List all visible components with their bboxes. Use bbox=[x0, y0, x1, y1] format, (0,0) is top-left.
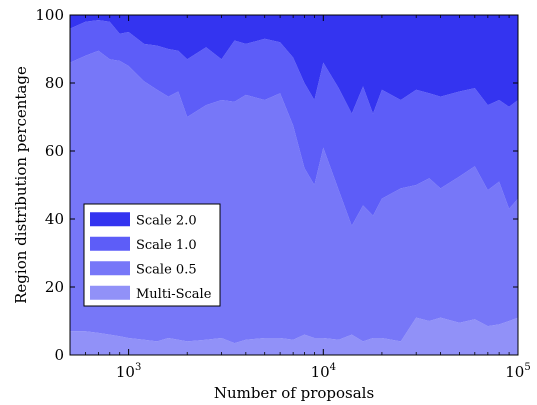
legend-swatch-scale-2-0 bbox=[90, 212, 130, 227]
y-tick-label: 80 bbox=[45, 74, 64, 92]
x-tick-label: 103 bbox=[116, 362, 141, 381]
plot-frame bbox=[69, 14, 519, 356]
area-scale-1-0 bbox=[70, 20, 518, 226]
y-axis-title: Region distribution percentage bbox=[12, 66, 30, 304]
legend-swatch-multi-scale bbox=[90, 285, 130, 300]
y-tick-label: 60 bbox=[45, 142, 64, 160]
y-tick-label: 20 bbox=[45, 278, 64, 296]
area-scale-2-0 bbox=[70, 15, 518, 114]
area-multi-scale bbox=[70, 317, 518, 355]
legend-label-scale-0-5: Scale 0.5 bbox=[136, 262, 197, 277]
x-axis-title: Number of proposals bbox=[214, 384, 374, 402]
axis-ticks: 0 20 40 60 80 100 103 104 105 bbox=[35, 6, 530, 381]
legend-swatch-scale-0-5 bbox=[90, 261, 130, 276]
y-tick-label: 40 bbox=[45, 210, 64, 228]
y-tick-label: 100 bbox=[35, 6, 64, 24]
legend-label-scale-2-0: Scale 2.0 bbox=[136, 213, 197, 228]
legend-swatch-scale-1-0 bbox=[90, 236, 130, 251]
x-tick-label: 104 bbox=[311, 362, 336, 381]
legend-label-scale-1-0: Scale 1.0 bbox=[136, 238, 197, 253]
y-tick-label: 0 bbox=[54, 346, 64, 364]
x-tick-label: 105 bbox=[505, 362, 530, 381]
legend: Scale 2.0 Scale 1.0 Scale 0.5 Multi-Scale bbox=[83, 203, 221, 307]
legend-label-multi-scale: Multi-Scale bbox=[136, 287, 212, 302]
